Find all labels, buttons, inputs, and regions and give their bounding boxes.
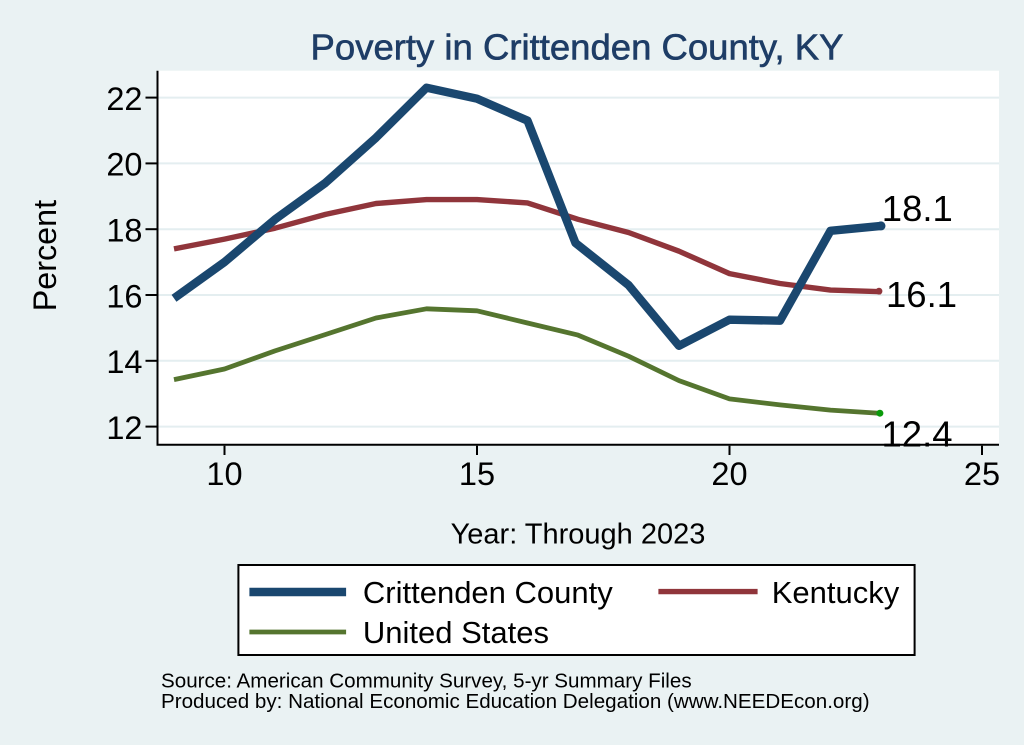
svg-text:18: 18 xyxy=(106,213,142,249)
svg-text:25: 25 xyxy=(964,456,1000,492)
svg-text:Year: Through 2023: Year: Through 2023 xyxy=(451,518,706,550)
svg-text:22: 22 xyxy=(106,81,142,117)
svg-text:18.1: 18.1 xyxy=(882,188,953,229)
svg-text:Produced by: National Economic: Produced by: National Economic Education… xyxy=(161,690,870,713)
svg-text:Source: American Community Sur: Source: American Community Survey, 5-yr … xyxy=(161,669,692,692)
svg-text:20: 20 xyxy=(106,147,142,183)
svg-text:Poverty in Crittenden County,: Poverty in Crittenden County, KY xyxy=(311,27,844,68)
svg-text:10: 10 xyxy=(206,456,242,492)
svg-text:Crittenden County: Crittenden County xyxy=(363,575,613,610)
svg-text:20: 20 xyxy=(711,456,747,492)
svg-text:15: 15 xyxy=(459,456,495,492)
svg-text:12.4: 12.4 xyxy=(882,414,953,455)
svg-text:14: 14 xyxy=(106,344,142,380)
svg-text:Kentucky: Kentucky xyxy=(772,575,900,610)
svg-text:16: 16 xyxy=(106,278,142,314)
svg-text:16.1: 16.1 xyxy=(886,274,957,315)
svg-text:United States: United States xyxy=(363,615,549,650)
svg-text:Percent: Percent xyxy=(27,200,63,311)
svg-text:12: 12 xyxy=(106,410,142,446)
